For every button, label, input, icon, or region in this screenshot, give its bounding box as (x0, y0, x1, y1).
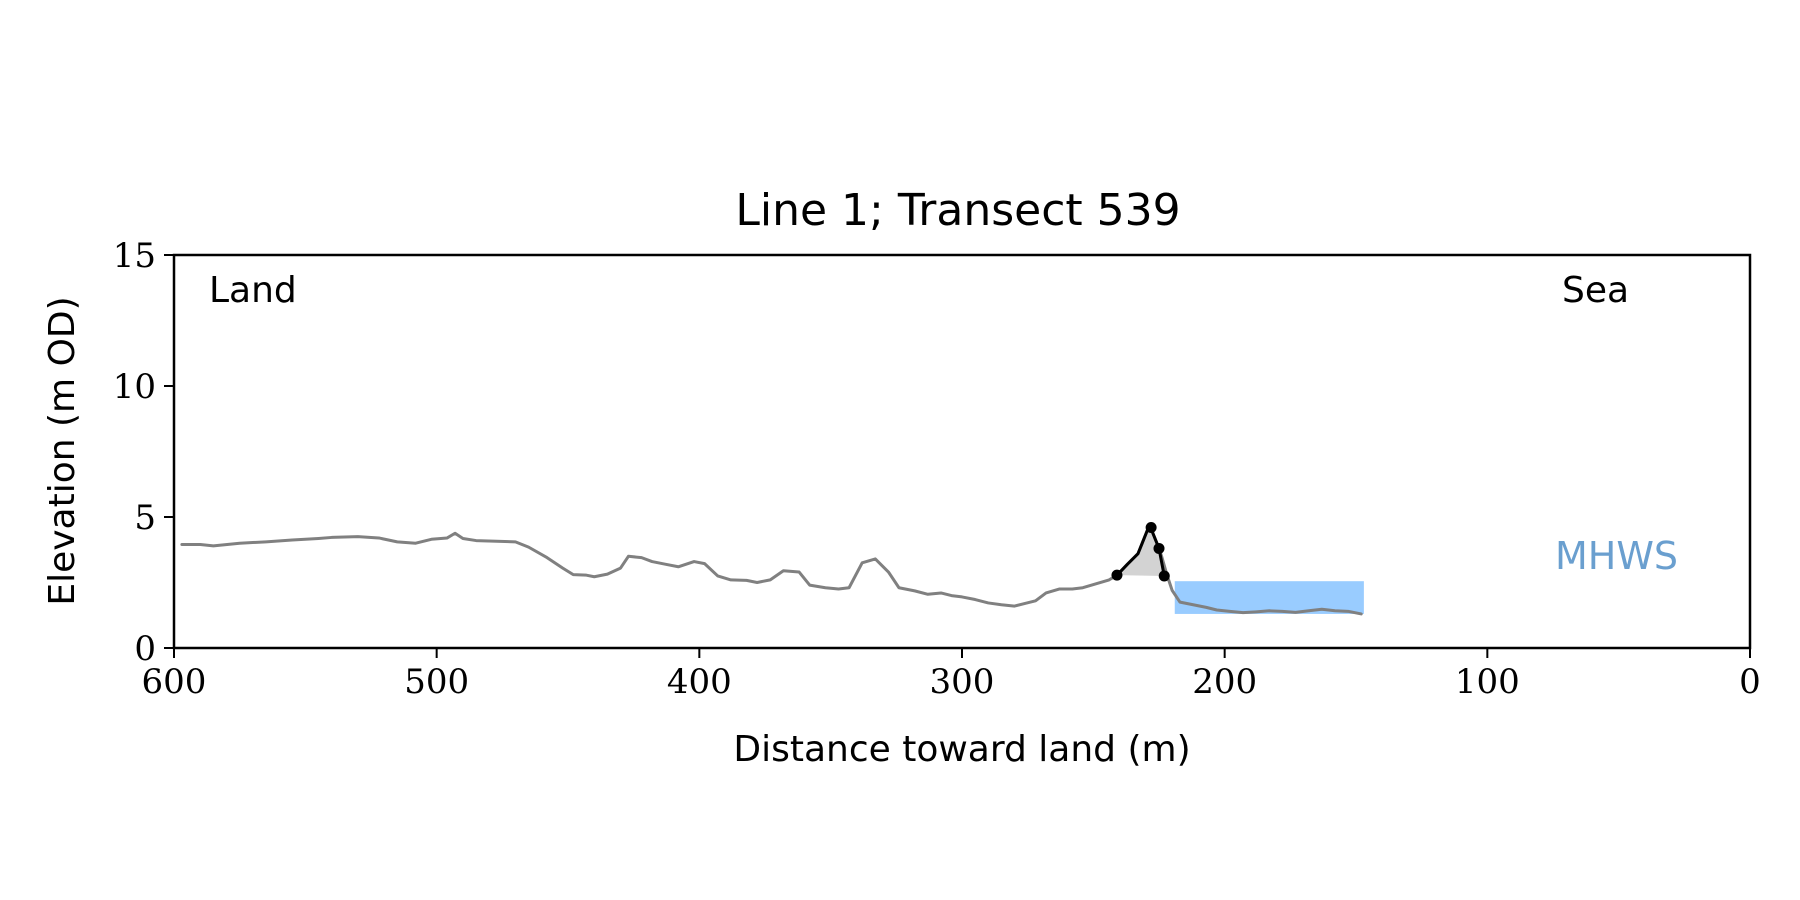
dune-point (1111, 569, 1123, 581)
x-tick-label: 400 (667, 662, 732, 702)
x-tick-label: 600 (142, 662, 207, 702)
x-tick-label: 100 (1455, 662, 1520, 702)
land-label: Land (209, 270, 297, 311)
y-tick-label: 0 (134, 629, 156, 669)
chart-title: Line 1; Transect 539 (735, 185, 1180, 236)
x-tick-label: 0 (1739, 662, 1761, 702)
water-band (1174, 581, 1364, 614)
y-axis-label: Elevation (m OD) (42, 296, 83, 605)
x-tick-label: 200 (1192, 662, 1257, 702)
y-tick-label: 15 (113, 236, 156, 276)
y-tick-label: 10 (113, 367, 156, 407)
plot-marks (180, 521, 1364, 616)
dune-point (1145, 521, 1157, 533)
mhws-label: MHWS (1555, 534, 1678, 578)
x-axis: 600 500 400 300 200 100 0 (142, 648, 1761, 702)
dune-point (1158, 570, 1170, 582)
x-tick-label: 500 (404, 662, 469, 702)
sea-label: Sea (1562, 270, 1629, 311)
x-tick-label: 300 (930, 662, 995, 702)
dune-point (1153, 542, 1165, 554)
y-tick-label: 5 (134, 498, 156, 538)
plot-frame (172, 253, 1752, 650)
profile-line (180, 525, 1363, 616)
y-axis: 0 5 10 15 (113, 236, 174, 669)
x-axis-label: Distance toward land (m) (733, 729, 1190, 770)
